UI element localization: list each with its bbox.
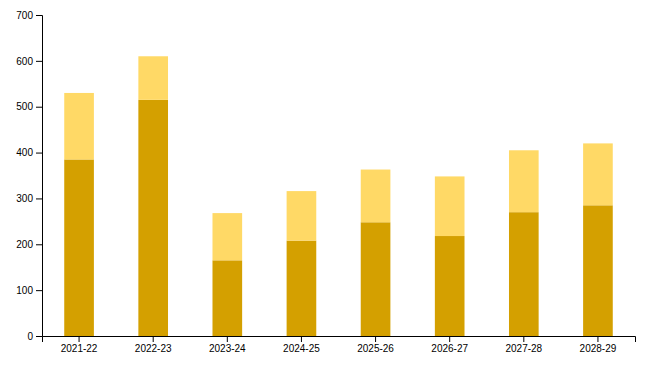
x-tick-mark: [301, 336, 302, 342]
y-tick-label: 100: [16, 285, 33, 296]
x-tick: 2027-28: [505, 336, 542, 354]
y-tick: 200: [16, 239, 42, 250]
bar-segment: [138, 56, 168, 100]
x-tick-mark: [153, 336, 154, 342]
x-tick: 2024-25: [283, 336, 320, 354]
x-tick-label: 2023-24: [209, 343, 246, 354]
x-tick: 2021-22: [61, 336, 98, 354]
bar-segment: [583, 205, 613, 336]
y-tick-label: 700: [16, 10, 33, 21]
x-tick-label: 2024-25: [283, 343, 320, 354]
chart-container: 0 100 200 300 400 500 600 700 2021-22 2022-23 2023…: [0, 0, 650, 366]
bar-series: [64, 100, 613, 336]
y-tick-mark: [36, 336, 42, 337]
x-tick: 2023-24: [209, 336, 246, 354]
x-tick-label: 2022-23: [135, 343, 172, 354]
y-tick-mark: [36, 15, 42, 16]
x-tick-mark: [449, 336, 450, 342]
x-tick: 2022-23: [135, 336, 172, 354]
y-tick-label: 500: [16, 101, 33, 112]
x-tick-mark: [375, 336, 376, 342]
y-tick-mark: [36, 198, 42, 199]
x-tick-label: 2025-26: [357, 343, 394, 354]
y-axis-line: [36, 16, 43, 337]
y-tick-label: 600: [16, 56, 33, 67]
y-tick: 0: [27, 331, 42, 342]
bar-segment: [361, 222, 391, 336]
x-tick-mark: [597, 336, 598, 342]
x-tick-label: 2027-28: [505, 343, 542, 354]
bar-segment: [361, 170, 391, 223]
bar-segment: [138, 100, 168, 336]
y-tick-mark: [36, 290, 42, 291]
bars: [64, 56, 613, 336]
bar-series: [64, 56, 613, 260]
y-tick-mark: [36, 61, 42, 62]
y-tick: 300: [16, 193, 42, 204]
bar-segment: [64, 159, 94, 336]
y-tick: 400: [16, 147, 42, 158]
y-tick-label: 400: [16, 147, 33, 158]
bar-segment: [287, 191, 317, 241]
x-tick-mark: [227, 336, 228, 342]
bar-segment: [287, 241, 317, 336]
bar-segment: [509, 212, 539, 336]
x-tick-label: 2026-27: [431, 343, 468, 354]
bar-segment: [212, 260, 242, 336]
x-tick: 2026-27: [431, 336, 468, 354]
bar-segment: [64, 93, 94, 159]
chart-svg: 0 100 200 300 400 500 600 700 2021-22 2022-23 2023…: [0, 0, 650, 366]
bar-segment: [583, 143, 613, 205]
bar-segment: [509, 150, 539, 212]
y-tick-mark: [36, 107, 42, 108]
plot-area: 0 100 200 300 400 500 600 700 2021-22 2022-23 2023…: [16, 10, 635, 354]
x-tick: 2025-26: [357, 336, 394, 354]
y-axis: 0 100 200 300 400 500 600 700: [16, 10, 42, 342]
x-axis-line: [43, 337, 636, 343]
y-tick: 500: [16, 101, 42, 112]
x-tick: 2028-29: [580, 336, 617, 354]
y-tick-label: 0: [27, 331, 33, 342]
x-tick-label: 2028-29: [580, 343, 617, 354]
y-tick: 700: [16, 10, 42, 21]
x-axis: 2021-22 2022-23 2023-24 2024-25 2025-26 2026-…: [43, 336, 636, 354]
y-tick-mark: [36, 244, 42, 245]
bar-segment: [435, 176, 465, 236]
bar-segment: [212, 213, 242, 260]
y-tick: 100: [16, 285, 42, 296]
x-tick-mark: [79, 336, 80, 342]
y-tick: 600: [16, 56, 42, 67]
y-tick-label: 300: [16, 193, 33, 204]
y-tick-label: 200: [16, 239, 33, 250]
bar-segment: [435, 236, 465, 336]
x-tick-mark: [523, 336, 524, 342]
y-tick-mark: [36, 153, 42, 154]
x-tick-label: 2021-22: [61, 343, 98, 354]
